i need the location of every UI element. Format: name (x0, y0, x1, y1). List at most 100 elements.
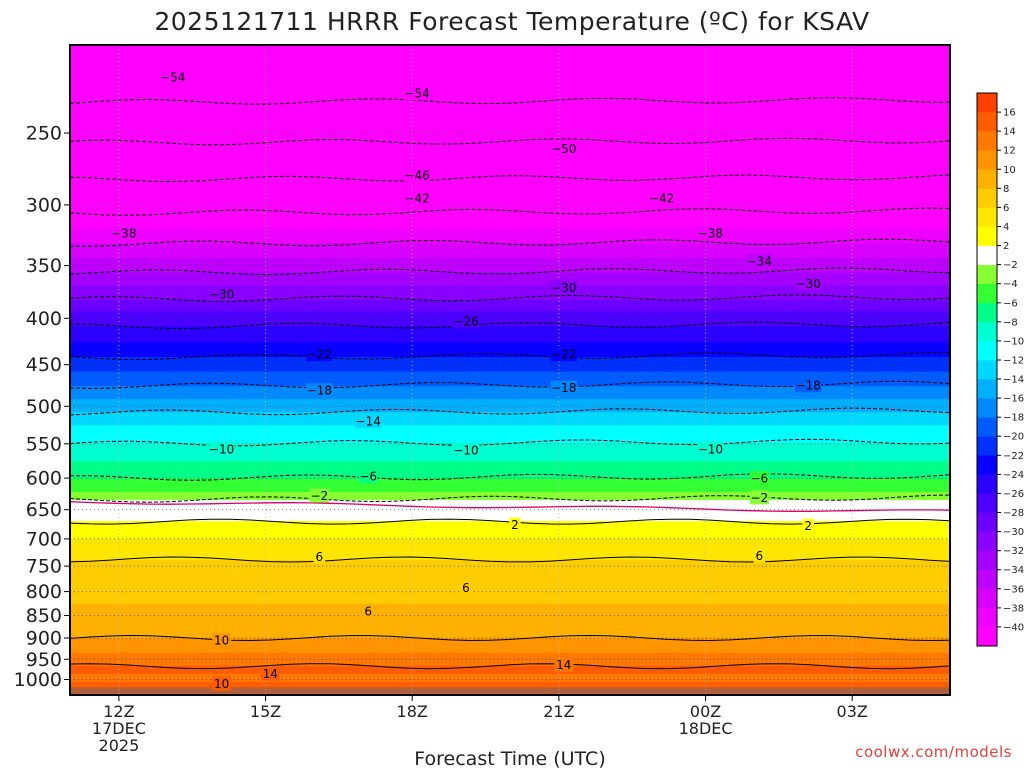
contour-label: −18 (306, 383, 333, 398)
contour-label-bg (355, 414, 382, 428)
temperature-band (70, 152, 950, 155)
temperature-band (70, 571, 950, 574)
temperature-band (70, 444, 950, 447)
contour-label: −54 (403, 86, 431, 101)
colorbar-tick-label: −30 (1003, 527, 1024, 538)
temperature-band (70, 288, 950, 291)
temperature-band (70, 373, 950, 376)
contour-label: −6 (358, 469, 378, 484)
contour-label-text: 10 (214, 677, 229, 691)
temperature-band (70, 69, 950, 72)
isotherm-line (70, 473, 950, 481)
x-tick-label: 2025 (99, 736, 140, 755)
temperature-band (70, 184, 950, 187)
temperature-band (70, 218, 950, 222)
temperature-band (70, 578, 950, 581)
temperature-band (70, 683, 950, 686)
colorbar-tick-label: −36 (1003, 584, 1024, 595)
temperature-band (70, 285, 950, 288)
temperature-band (70, 617, 950, 620)
temperature-band (70, 550, 950, 553)
colorbar-segment (977, 455, 997, 475)
temperature-band (70, 545, 950, 548)
contour-label-bg (509, 517, 521, 532)
temperature-band (70, 649, 950, 652)
y-tick-label: 400 (26, 308, 62, 330)
contour-label-bg (802, 518, 814, 533)
temperature-band (70, 478, 950, 482)
temperature-band (70, 131, 950, 134)
credit-text: coolwx.com/models (855, 743, 1012, 761)
contour-label: 14 (260, 666, 280, 681)
temperature-band (70, 396, 950, 399)
contour-label-text: −26 (453, 315, 478, 329)
temperature-band (70, 475, 950, 478)
temperature-band (70, 516, 950, 519)
contour-label: −30 (208, 286, 235, 301)
contour-label-text: −14 (356, 415, 381, 429)
x-axis-label: Forecast Time (UTC) (414, 748, 605, 768)
temperature-band (70, 308, 950, 311)
temperature-band (70, 290, 950, 293)
contour-label-bg (212, 676, 232, 691)
temperature-band (70, 449, 950, 452)
temperature-band (70, 504, 950, 508)
temperature-band (70, 244, 950, 248)
temperature-band (70, 394, 950, 397)
temperature-band (70, 126, 950, 129)
temperature-band (70, 345, 950, 348)
colorbar-tick-label: −40 (1003, 622, 1024, 633)
temperature-band (70, 305, 950, 308)
contour-label-text: −30 (796, 277, 821, 291)
contour-label-text: −6 (750, 472, 768, 486)
temperature-band (70, 108, 950, 111)
contour-label-text: −42 (404, 192, 429, 206)
temperature-band (70, 582, 950, 586)
temperature-band (70, 97, 950, 100)
temperature-band (70, 656, 950, 659)
temperature-band (70, 87, 950, 90)
ground-strip (70, 687, 950, 695)
temperature-band (70, 337, 950, 340)
temperature-band (70, 298, 950, 301)
temperature-band (70, 79, 950, 82)
contour-label: −42 (648, 191, 675, 206)
temperature-band (70, 329, 950, 332)
colorbar-segment (977, 150, 997, 170)
temperature-band (70, 121, 950, 124)
temperature-band (70, 283, 950, 287)
contour-label-text: −30 (209, 287, 234, 301)
temperature-band (70, 186, 950, 189)
temperature-band (70, 589, 950, 592)
temperature-band (70, 368, 950, 371)
contour-label-bg (795, 276, 822, 291)
contour-label-bg (697, 225, 724, 240)
contour-label-bg (110, 225, 137, 240)
contour-label-bg (460, 580, 472, 595)
temperature-band (70, 532, 950, 535)
temperature-band (70, 639, 950, 642)
temperature-band (70, 113, 950, 116)
contour-label-bg (212, 633, 232, 648)
temperature-band (70, 142, 950, 145)
temperature-band (70, 165, 950, 168)
temperature-band (70, 56, 950, 59)
temperature-band (70, 547, 950, 550)
contour-label: −10 (452, 443, 480, 458)
temperature-band (70, 662, 950, 665)
temperature-band (70, 586, 950, 589)
contour-label: −34 (746, 254, 773, 269)
isotherm-line (70, 556, 950, 563)
temperature-band (70, 657, 950, 660)
temperature-band (70, 48, 950, 51)
temperature-band (70, 90, 950, 93)
colorbar-frame (976, 92, 998, 647)
temperature-band (70, 618, 950, 621)
temperature-band (70, 196, 950, 199)
temperature-band (70, 404, 950, 407)
temperature-band (70, 675, 950, 678)
temperature-band (70, 454, 950, 457)
contour-label: −50 (550, 141, 577, 156)
contour-label-bg (313, 549, 326, 564)
contour-label: 2 (802, 518, 814, 533)
